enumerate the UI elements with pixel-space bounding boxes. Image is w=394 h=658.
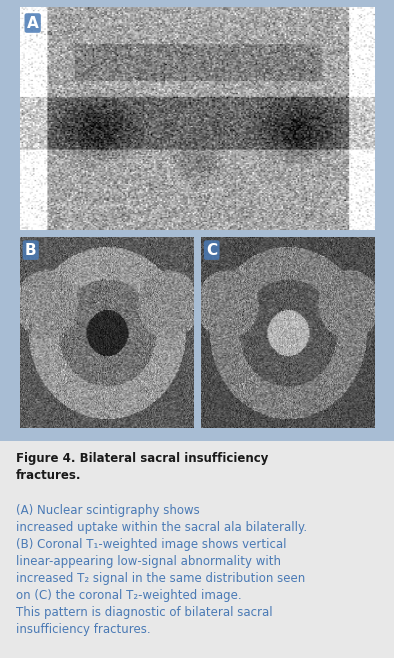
Text: B: B [25, 243, 37, 257]
Text: A: A [27, 16, 39, 30]
Text: (A) Nuclear scintigraphy shows
increased uptake within the sacral ala bilaterall: (A) Nuclear scintigraphy shows increased… [16, 504, 307, 636]
Text: C: C [206, 243, 217, 257]
Text: Figure 4. Bilateral sacral insufficiency
fractures.: Figure 4. Bilateral sacral insufficiency… [16, 451, 268, 482]
